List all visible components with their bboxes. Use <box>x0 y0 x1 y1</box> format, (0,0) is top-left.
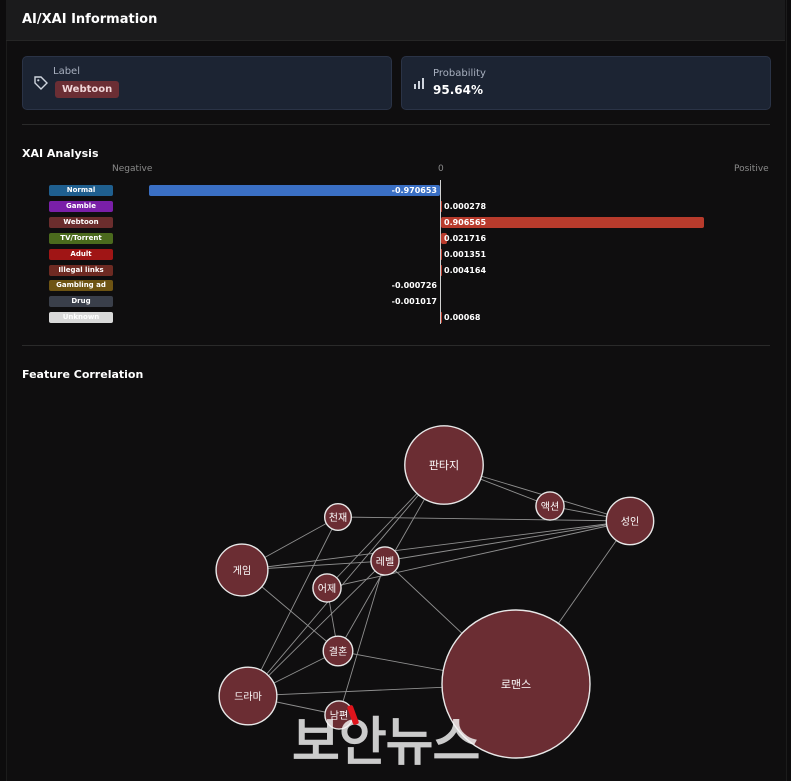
label-card: Label Webtoon <box>22 56 392 110</box>
value-label-unknown: 0.00068 <box>444 313 481 323</box>
node-label-6: 어제 <box>318 583 336 595</box>
axis-positive-label: Positive <box>734 164 769 174</box>
label-caption: Label <box>53 66 80 77</box>
zero-axis-line <box>440 180 441 324</box>
edge-14 <box>247 560 386 697</box>
category-label-drug: Drug <box>49 296 113 308</box>
signal-bars-icon <box>414 78 424 89</box>
probability-card: Probability 95.64% <box>401 56 771 110</box>
probability-caption: Probability <box>433 68 486 79</box>
value-label-normal: -0.970653 <box>391 186 437 195</box>
edge-15 <box>338 560 386 716</box>
panel-header: AI/XAI Information <box>6 0 785 41</box>
node-label-2: 성인 <box>621 516 639 528</box>
node-label-1: 액션 <box>541 501 559 513</box>
watermark-text: 보안뉴스 <box>292 713 480 773</box>
tag-icon <box>34 76 48 90</box>
node-label-0: 판타지 <box>429 459 459 472</box>
value-label-tv-torrent: 0.021716 <box>444 233 487 243</box>
category-label-tv-torrent: TV/Torrent <box>49 232 113 244</box>
value-label-drug: -0.001017 <box>391 297 437 307</box>
node-5[interactable] <box>370 546 400 576</box>
category-label-gambling-ad: Gambling ad <box>49 280 113 292</box>
probability-value: 95.64% <box>433 83 483 97</box>
node-label-7: 결혼 <box>329 645 347 658</box>
node-4[interactable] <box>215 543 269 597</box>
edge-3 <box>337 516 631 522</box>
node-label-10: 남편 <box>330 710 348 722</box>
node-0[interactable] <box>404 425 484 505</box>
xai-section-title: XAI Analysis <box>22 147 99 160</box>
panel-title: AI/XAI Information <box>22 12 158 27</box>
value-label-webtoon: 0.906565 <box>444 217 487 227</box>
edge-12 <box>384 520 631 562</box>
node-2[interactable] <box>605 496 655 546</box>
label-badge: Webtoon <box>55 81 120 98</box>
category-label-illegal-links: Illegal links <box>49 264 113 276</box>
divider-middle <box>22 345 770 346</box>
node-1[interactable] <box>535 491 565 521</box>
bar-webtoon <box>441 216 704 228</box>
divider-top <box>22 124 770 125</box>
node-label-8: 로맨스 <box>501 678 531 691</box>
node-label-9: 드라마 <box>234 691 262 703</box>
category-label-adult: Adult <box>49 248 113 260</box>
value-label-gambling-ad: -0.000726 <box>391 281 437 291</box>
node-label-4: 게임 <box>233 564 251 577</box>
category-label-gamble: Gamble <box>49 200 113 212</box>
category-label-normal: Normal <box>49 185 113 196</box>
edge-17 <box>326 520 631 589</box>
node-3[interactable] <box>323 502 353 532</box>
bar-illegal-links <box>441 264 443 276</box>
bar-normal <box>148 185 440 196</box>
value-label-gamble: 0.000278 <box>444 201 487 211</box>
category-label-unknown: Unknown <box>49 312 113 324</box>
feature-section-title: Feature Correlation <box>22 368 144 381</box>
node-label-5: 레벨 <box>376 556 394 568</box>
node-6[interactable] <box>312 573 342 603</box>
edge-4 <box>247 516 339 697</box>
node-9[interactable] <box>218 666 278 726</box>
category-label-webtoon: Webtoon <box>49 216 113 228</box>
node-8[interactable] <box>441 609 591 759</box>
edge-7 <box>241 520 631 571</box>
bar-tv-torrent <box>441 232 448 244</box>
axis-zero-label: 0 <box>438 164 444 174</box>
panel-frame <box>6 0 787 781</box>
node-7[interactable] <box>322 635 354 667</box>
value-label-illegal-links: 0.004164 <box>444 265 487 275</box>
node-label-3: 천재 <box>329 512 347 524</box>
value-label-adult: 0.001351 <box>444 249 487 259</box>
edge-11 <box>247 464 445 697</box>
axis-negative-label: Negative <box>112 164 153 174</box>
